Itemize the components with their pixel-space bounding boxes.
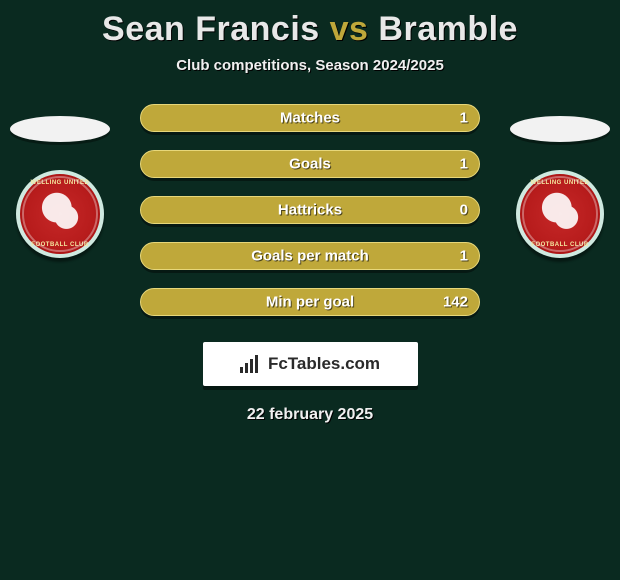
club-badge-right: WELLING UNITED FOOTBALL CLUB (516, 170, 604, 258)
player-avatar-placeholder (10, 116, 110, 142)
stat-value-right: 142 (443, 294, 468, 311)
player-avatar-placeholder (510, 116, 610, 142)
player-column-left: WELLING UNITED FOOTBALL CLUB (0, 104, 120, 258)
club-name-top: WELLING UNITED (520, 180, 600, 186)
stat-row: Hattricks0 (140, 196, 480, 224)
club-badge-left: WELLING UNITED FOOTBALL CLUB (16, 170, 104, 258)
title-player2: Bramble (378, 10, 518, 48)
club-name-top: WELLING UNITED (20, 180, 100, 186)
title-player1: Sean Francis (102, 10, 320, 48)
brand-text: FcTables.com (268, 354, 380, 374)
comparison-content: WELLING UNITED FOOTBALL CLUB WELLING UNI… (0, 104, 620, 316)
club-name-bottom: FOOTBALL CLUB (20, 242, 100, 248)
stat-label: Goals (140, 156, 480, 173)
stat-label: Goals per match (140, 248, 480, 265)
stat-label: Matches (140, 110, 480, 127)
stat-value-right: 0 (460, 202, 468, 219)
stat-row: Goals1 (140, 150, 480, 178)
stat-value-right: 1 (460, 248, 468, 265)
stat-row: Goals per match1 (140, 242, 480, 270)
stats-container: Matches1Goals1Hattricks0Goals per match1… (140, 104, 480, 316)
page-title: Sean Francis vs Bramble (0, 0, 620, 49)
stat-value-right: 1 (460, 156, 468, 173)
bar-chart-icon (240, 355, 262, 373)
date-label: 22 february 2025 (0, 406, 620, 424)
stat-row: Matches1 (140, 104, 480, 132)
stat-row: Min per goal142 (140, 288, 480, 316)
club-name-bottom: FOOTBALL CLUB (520, 242, 600, 248)
title-vs: vs (330, 10, 369, 48)
stat-label: Hattricks (140, 202, 480, 219)
subtitle: Club competitions, Season 2024/2025 (0, 57, 620, 74)
stat-value-right: 1 (460, 110, 468, 127)
stat-label: Min per goal (140, 294, 480, 311)
player-column-right: WELLING UNITED FOOTBALL CLUB (500, 104, 620, 258)
brand-box[interactable]: FcTables.com (203, 342, 418, 386)
